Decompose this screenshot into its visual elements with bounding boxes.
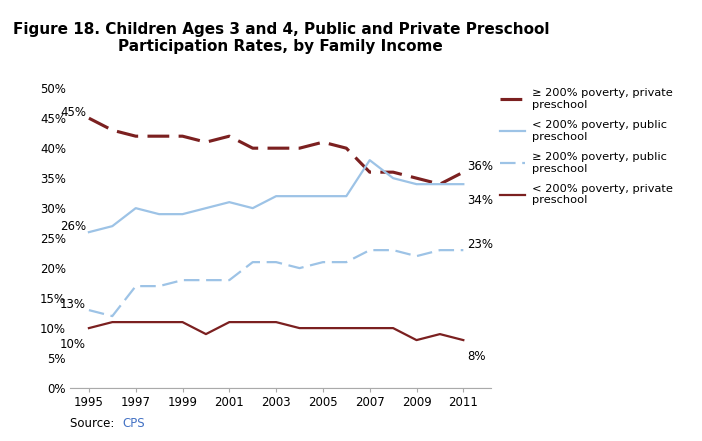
Text: 23%: 23%	[468, 238, 494, 251]
Legend: ≥ 200% poverty, private
preschool, < 200% poverty, public
preschool, ≥ 200% pove: ≥ 200% poverty, private preschool, < 200…	[500, 88, 673, 206]
Text: 26%: 26%	[60, 220, 86, 233]
Text: 10%: 10%	[60, 338, 86, 351]
Text: Figure 18. Children Ages 3 and 4, Public and Private Preschool
Participation Rat: Figure 18. Children Ages 3 and 4, Public…	[13, 22, 549, 54]
Text: 36%: 36%	[468, 160, 494, 173]
Text: 13%: 13%	[60, 298, 86, 311]
Text: Source:: Source:	[70, 417, 119, 430]
Text: CPS: CPS	[123, 417, 145, 430]
Text: 8%: 8%	[468, 350, 486, 363]
Text: 45%: 45%	[60, 106, 86, 119]
Text: 34%: 34%	[468, 194, 494, 207]
